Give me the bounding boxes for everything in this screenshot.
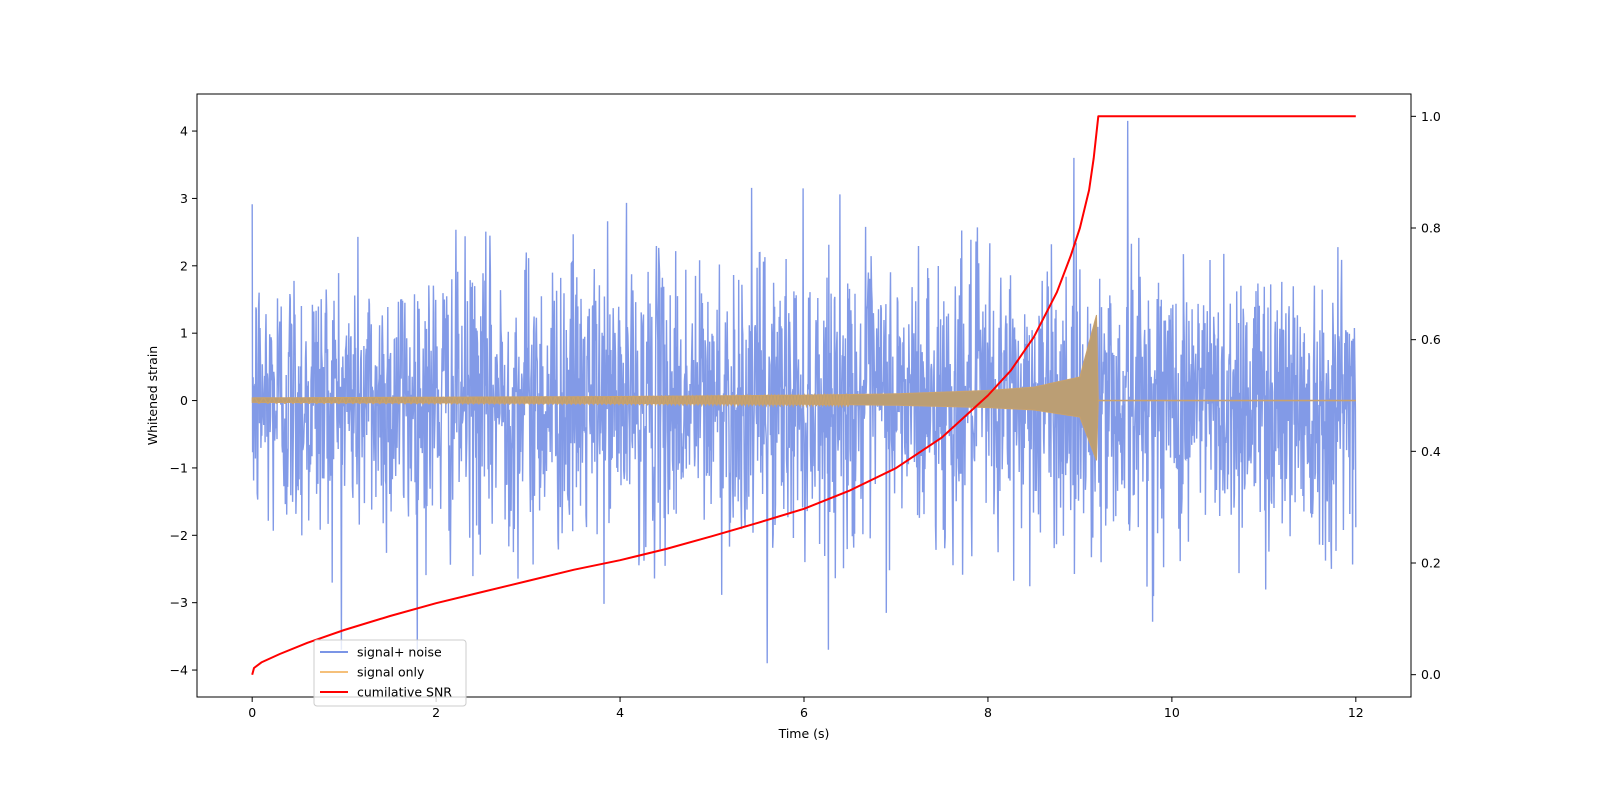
legend-label: signal+ noise: [357, 645, 442, 660]
series-line-cumulative-snr: [251, 115, 1356, 675]
y2-tick-label: 1.0: [1421, 109, 1441, 124]
y-tick-label: 3: [180, 191, 188, 206]
y-tick-label: −3: [170, 595, 188, 610]
x-tick-label: 2: [432, 705, 440, 720]
y-tick-label: −4: [170, 663, 188, 678]
plot-area: [251, 115, 1357, 675]
y2-tick-label: 0.8: [1421, 221, 1441, 236]
y-tick-label: 4: [180, 124, 188, 139]
y-tick-label: 1: [180, 326, 188, 341]
x-tick-label: 12: [1348, 705, 1364, 720]
x-axis-label: Time (s): [778, 726, 830, 741]
legend-box: [313, 639, 467, 707]
legend: signal+ noise signal only cumilative SNR: [313, 639, 467, 707]
x-tick-label: 6: [800, 705, 808, 720]
x-tick-label: 8: [984, 705, 992, 720]
y2-tick-label: 0.4: [1421, 444, 1441, 459]
series-line-signal-only-oscillation: [251, 392, 851, 409]
y-tick-label: 2: [180, 258, 188, 273]
y2-tick-label: 0.2: [1421, 556, 1441, 571]
legend-label: cumilative SNR: [357, 685, 452, 700]
x-tick-label: 0: [248, 705, 256, 720]
y-tick-label: 0: [180, 393, 188, 408]
x-tick-label: 4: [616, 705, 624, 720]
y2-tick-label: 0.0: [1421, 667, 1441, 682]
y2-tick-label: 0.6: [1421, 332, 1441, 347]
y-tick-label: −1: [170, 460, 188, 475]
x-tick-label: 10: [1164, 705, 1180, 720]
legend-label: signal only: [357, 665, 425, 680]
y-axis-label: Whitened strain: [145, 346, 160, 445]
series-line-signal-plus-noise: [251, 120, 1357, 664]
plot-series-group: [251, 115, 1357, 675]
y-tick-label: −2: [170, 528, 188, 543]
